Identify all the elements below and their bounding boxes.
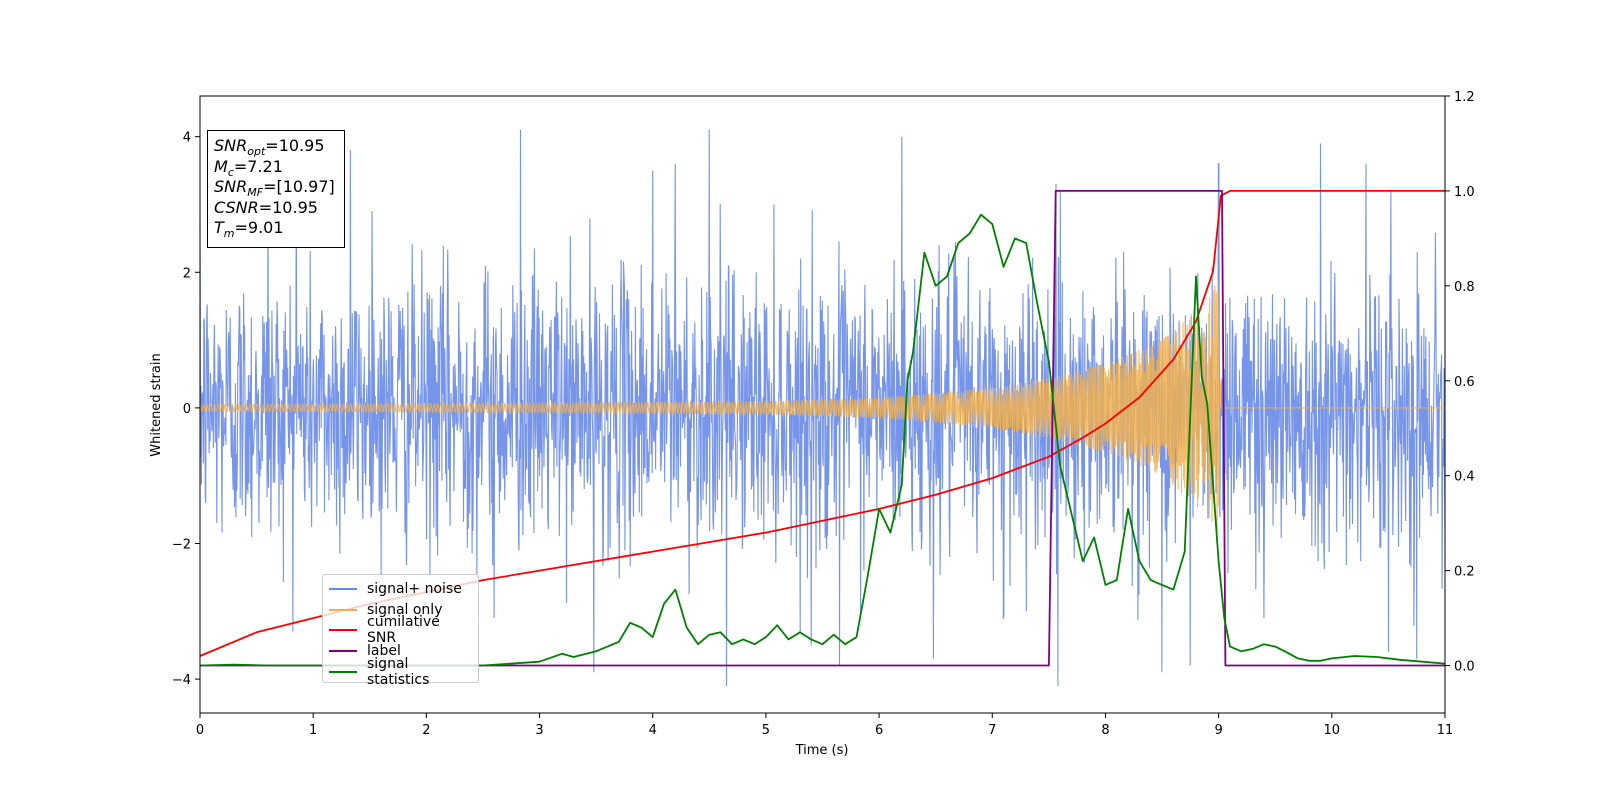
- x-axis-label: Time (s): [795, 743, 849, 758]
- legend-swatch: [329, 588, 357, 591]
- series-signal-statistics-line: [199, 213, 1446, 667]
- legend-entry: cumilative SNR: [329, 614, 472, 646]
- x-tick-label: 2: [422, 723, 430, 738]
- legend-entry: signal+ noise: [329, 579, 472, 600]
- legend-swatch: [329, 650, 357, 653]
- axes-frame: [199, 95, 1446, 714]
- y-axis-label: Whitened strain: [149, 353, 164, 456]
- csnr-row: CSNR=10.95: [214, 197, 318, 217]
- right-y-tick-label: 0.8: [1454, 280, 1475, 295]
- chirp-mass-row: Mc=7.21: [214, 156, 283, 179]
- legend-entry: label: [329, 641, 472, 662]
- legend-swatch: [329, 670, 357, 673]
- x-tick-label: 9: [1214, 723, 1222, 738]
- x-tick-label: 7: [988, 723, 996, 738]
- x-tick-label: 11: [1437, 723, 1454, 738]
- legend-swatch: [329, 608, 357, 611]
- right-y-tick-label: 0.2: [1454, 565, 1475, 580]
- parameter-box: SNRopt=10.95 Mc=7.21 SNRMF=[10.97] CSNR=…: [207, 130, 345, 248]
- x-tick-label: 0: [196, 723, 204, 738]
- x-tick-label: 8: [1101, 723, 1109, 738]
- right-y-tick-label: 0.4: [1454, 470, 1475, 485]
- right-y-tick-label: 1.2: [1454, 90, 1475, 105]
- left-y-tick-label: −4: [172, 673, 191, 688]
- right-y-tick-label: 0.6: [1454, 375, 1475, 390]
- merger-time-row: Tm=9.01: [214, 218, 284, 241]
- x-tick-label: 5: [762, 723, 770, 738]
- x-tick-label: 6: [875, 723, 883, 738]
- snr-mf-row: SNRMF=[10.97]: [214, 177, 335, 200]
- left-y-tick-label: −2: [172, 537, 191, 552]
- x-tick-label: 1: [309, 723, 317, 738]
- right-y-tick-label: 1.0: [1454, 185, 1475, 200]
- x-tick-label: 3: [535, 723, 543, 738]
- series-signal-only-line: [199, 280, 1445, 534]
- left-y-axis: −4 −2 0 2 4: [172, 131, 200, 688]
- left-y-tick-label: 0: [183, 402, 191, 417]
- left-y-tick-label: 4: [183, 131, 191, 146]
- snr-opt-row: SNRopt=10.95: [214, 136, 325, 159]
- legend-entry: signal statistics: [329, 656, 472, 688]
- legend-entry: signal only: [329, 600, 472, 621]
- x-tick-label: 4: [649, 723, 657, 738]
- x-tick-label: 10: [1324, 723, 1341, 738]
- right-y-axis: 0.0 0.2 0.4 0.6 0.8 1.0 1.2: [1445, 90, 1475, 675]
- series-label-line: [200, 190, 1445, 667]
- series-signal-plus-noise-line: [199, 129, 1446, 686]
- right-y-tick-label: 0.0: [1454, 660, 1475, 675]
- left-y-tick-label: 2: [183, 266, 191, 281]
- x-axis: 0 1 2 3 4 5 6 7 8 9 10 11: [196, 713, 1453, 738]
- legend-swatch: [329, 629, 357, 632]
- legend: signal+ noise signal only cumilative SNR…: [322, 574, 479, 688]
